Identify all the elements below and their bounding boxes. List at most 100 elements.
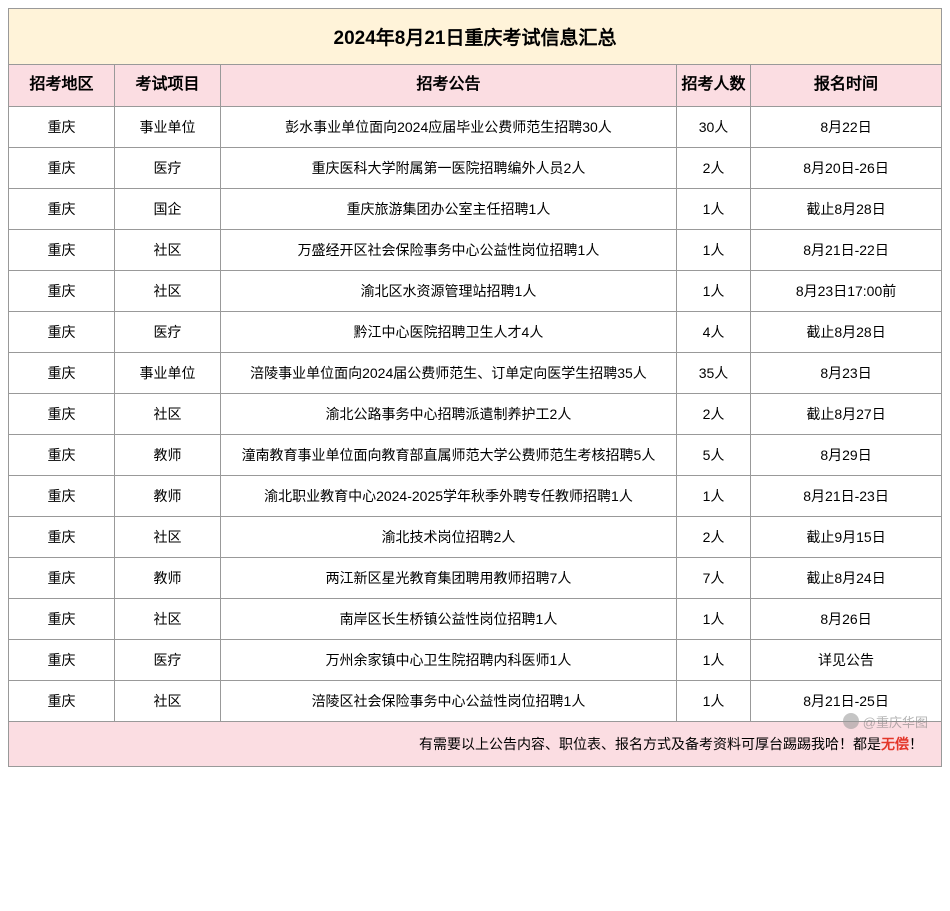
table-row: 重庆教师潼南教育事业单位面向教育部直属师范大学公费师范生考核招聘5人5人8月29… (9, 434, 942, 475)
table-row: 重庆社区渝北公路事务中心招聘派遣制养护工2人2人截止8月27日 (9, 393, 942, 434)
cell-type: 社区 (115, 680, 221, 721)
cell-notice: 渝北技术岗位招聘2人 (221, 516, 677, 557)
cell-time: 截止8月28日 (751, 188, 942, 229)
cell-region: 重庆 (9, 270, 115, 311)
cell-region: 重庆 (9, 516, 115, 557)
cell-notice: 潼南教育事业单位面向教育部直属师范大学公费师范生考核招聘5人 (221, 434, 677, 475)
footer-emph: 无偿 (881, 736, 909, 752)
cell-region: 重庆 (9, 106, 115, 147)
cell-type: 国企 (115, 188, 221, 229)
footer-row: 有需要以上公告内容、职位表、报名方式及备考资料可厚台踢踢我哈！都是无偿！ (9, 721, 942, 766)
cell-notice: 涪陵事业单位面向2024届公费师范生、订单定向医学生招聘35人 (221, 352, 677, 393)
cell-notice: 重庆旅游集团办公室主任招聘1人 (221, 188, 677, 229)
cell-region: 重庆 (9, 598, 115, 639)
cell-type: 教师 (115, 434, 221, 475)
table-row: 重庆事业单位涪陵事业单位面向2024届公费师范生、订单定向医学生招聘35人35人… (9, 352, 942, 393)
cell-count: 1人 (676, 475, 750, 516)
cell-type: 社区 (115, 598, 221, 639)
cell-count: 2人 (676, 516, 750, 557)
cell-type: 社区 (115, 516, 221, 557)
cell-type: 社区 (115, 229, 221, 270)
cell-notice: 两江新区星光教育集团聘用教师招聘7人 (221, 557, 677, 598)
cell-count: 35人 (676, 352, 750, 393)
col-time: 报名时间 (751, 65, 942, 107)
table-row: 重庆事业单位彭水事业单位面向2024应届毕业公费师范生招聘30人30人8月22日 (9, 106, 942, 147)
cell-notice: 渝北区水资源管理站招聘1人 (221, 270, 677, 311)
cell-notice: 万盛经开区社会保险事务中心公益性岗位招聘1人 (221, 229, 677, 270)
table-row: 重庆医疗黔江中心医院招聘卫生人才4人4人截止8月28日 (9, 311, 942, 352)
col-count: 招考人数 (676, 65, 750, 107)
cell-type: 医疗 (115, 147, 221, 188)
table-row: 重庆社区渝北区水资源管理站招聘1人1人8月23日17:00前 (9, 270, 942, 311)
cell-region: 重庆 (9, 393, 115, 434)
cell-count: 2人 (676, 147, 750, 188)
table-row: 重庆医疗万州余家镇中心卫生院招聘内科医师1人1人详见公告 (9, 639, 942, 680)
cell-type: 事业单位 (115, 106, 221, 147)
cell-count: 5人 (676, 434, 750, 475)
cell-region: 重庆 (9, 557, 115, 598)
cell-count: 30人 (676, 106, 750, 147)
col-type: 考试项目 (115, 65, 221, 107)
cell-type: 医疗 (115, 311, 221, 352)
cell-notice: 万州余家镇中心卫生院招聘内科医师1人 (221, 639, 677, 680)
table-row: 重庆社区渝北技术岗位招聘2人2人截止9月15日 (9, 516, 942, 557)
col-region: 招考地区 (9, 65, 115, 107)
cell-notice: 涪陵区社会保险事务中心公益性岗位招聘1人 (221, 680, 677, 721)
cell-region: 重庆 (9, 188, 115, 229)
col-notice: 招考公告 (221, 65, 677, 107)
cell-type: 医疗 (115, 639, 221, 680)
cell-region: 重庆 (9, 639, 115, 680)
cell-time: 8月22日 (751, 106, 942, 147)
cell-count: 4人 (676, 311, 750, 352)
table-title: 2024年8月21日重庆考试信息汇总 (9, 9, 942, 65)
cell-notice: 重庆医科大学附属第一医院招聘编外人员2人 (221, 147, 677, 188)
table-row: 重庆教师渝北职业教育中心2024-2025学年秋季外聘专任教师招聘1人1人8月2… (9, 475, 942, 516)
cell-time: 8月21日-25日 (751, 680, 942, 721)
footer-pre: 有需要以上公告内容、职位表、报名方式及备考资料可厚台踢踢我哈！都是 (419, 736, 881, 752)
cell-count: 1人 (676, 188, 750, 229)
cell-count: 1人 (676, 270, 750, 311)
cell-notice: 彭水事业单位面向2024应届毕业公费师范生招聘30人 (221, 106, 677, 147)
table-row: 重庆社区南岸区长生桥镇公益性岗位招聘1人1人8月26日 (9, 598, 942, 639)
cell-count: 1人 (676, 229, 750, 270)
cell-notice: 黔江中心医院招聘卫生人才4人 (221, 311, 677, 352)
cell-time: 8月29日 (751, 434, 942, 475)
table-row: 重庆社区万盛经开区社会保险事务中心公益性岗位招聘1人1人8月21日-22日 (9, 229, 942, 270)
cell-type: 社区 (115, 393, 221, 434)
header-row: 招考地区 考试项目 招考公告 招考人数 报名时间 (9, 65, 942, 107)
cell-count: 1人 (676, 639, 750, 680)
cell-region: 重庆 (9, 311, 115, 352)
cell-notice: 渝北职业教育中心2024-2025学年秋季外聘专任教师招聘1人 (221, 475, 677, 516)
cell-type: 事业单位 (115, 352, 221, 393)
footer-text: 有需要以上公告内容、职位表、报名方式及备考资料可厚台踢踢我哈！都是无偿！ (9, 721, 942, 766)
cell-time: 截止8月27日 (751, 393, 942, 434)
cell-region: 重庆 (9, 475, 115, 516)
cell-time: 8月23日17:00前 (751, 270, 942, 311)
cell-time: 截止8月28日 (751, 311, 942, 352)
cell-region: 重庆 (9, 434, 115, 475)
cell-count: 2人 (676, 393, 750, 434)
cell-region: 重庆 (9, 147, 115, 188)
cell-type: 社区 (115, 270, 221, 311)
cell-time: 8月21日-22日 (751, 229, 942, 270)
table-row: 重庆国企重庆旅游集团办公室主任招聘1人1人截止8月28日 (9, 188, 942, 229)
cell-count: 1人 (676, 680, 750, 721)
cell-region: 重庆 (9, 352, 115, 393)
cell-region: 重庆 (9, 680, 115, 721)
cell-type: 教师 (115, 557, 221, 598)
footer-post: ！ (909, 736, 923, 752)
table-row: 重庆医疗重庆医科大学附属第一医院招聘编外人员2人2人8月20日-26日 (9, 147, 942, 188)
cell-time: 截止9月15日 (751, 516, 942, 557)
cell-time: 截止8月24日 (751, 557, 942, 598)
cell-region: 重庆 (9, 229, 115, 270)
title-row: 2024年8月21日重庆考试信息汇总 (9, 9, 942, 65)
table-row: 重庆教师两江新区星光教育集团聘用教师招聘7人7人截止8月24日 (9, 557, 942, 598)
exam-info-table: 2024年8月21日重庆考试信息汇总 招考地区 考试项目 招考公告 招考人数 报… (8, 8, 942, 767)
cell-time: 8月26日 (751, 598, 942, 639)
cell-time: 8月23日 (751, 352, 942, 393)
cell-time: 8月20日-26日 (751, 147, 942, 188)
cell-count: 1人 (676, 598, 750, 639)
cell-time: 8月21日-23日 (751, 475, 942, 516)
cell-notice: 渝北公路事务中心招聘派遣制养护工2人 (221, 393, 677, 434)
table-row: 重庆社区涪陵区社会保险事务中心公益性岗位招聘1人1人8月21日-25日 (9, 680, 942, 721)
